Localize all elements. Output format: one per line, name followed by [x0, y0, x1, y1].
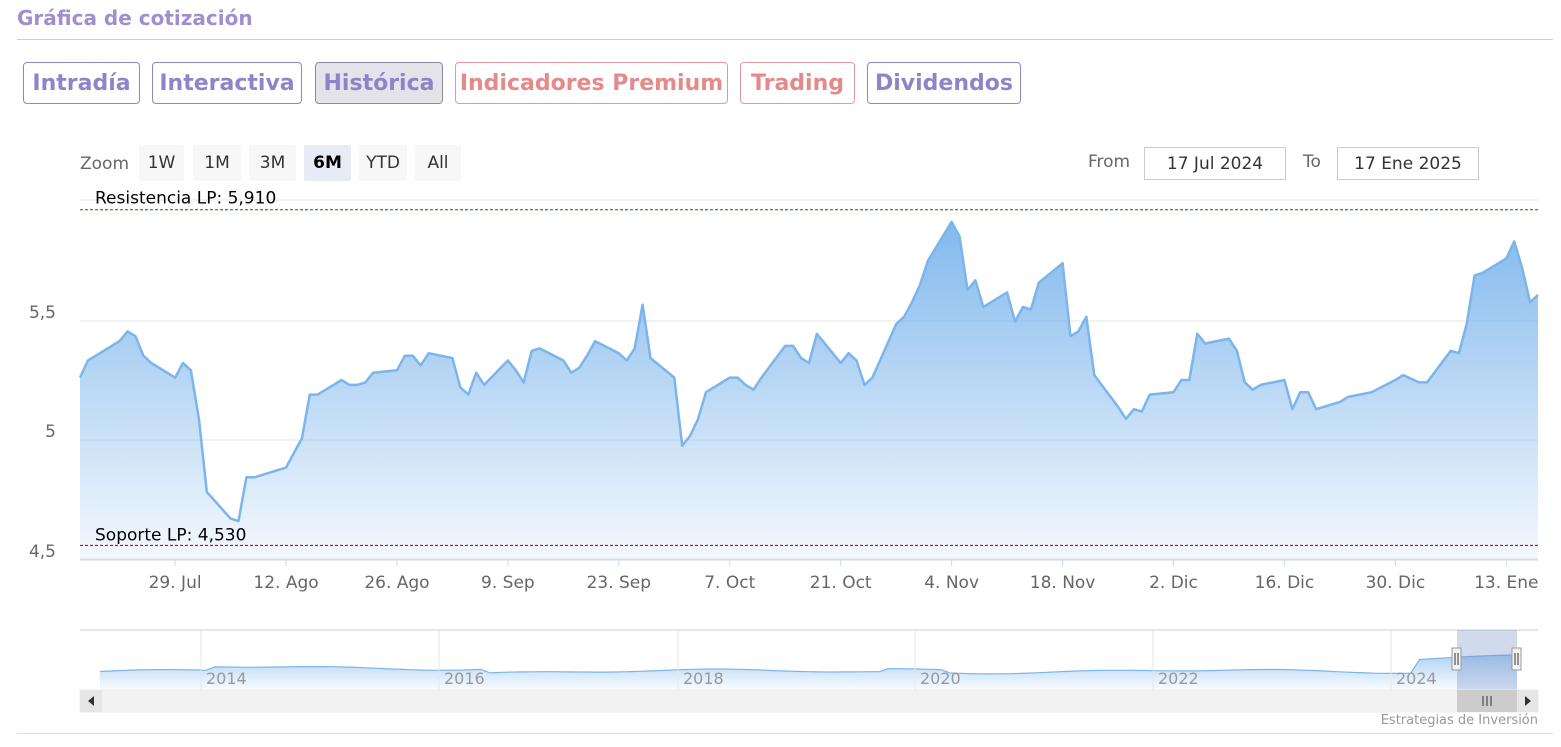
y-tick-label: 5	[45, 422, 56, 442]
price-area	[80, 221, 1538, 560]
x-tick-label: 30. Dic	[1366, 573, 1426, 593]
navigator-series-line	[99, 654, 1518, 675]
x-tick-label: 12. Ago	[253, 573, 318, 593]
chevron-right-icon	[1525, 696, 1531, 706]
x-tick-label: 2. Dic	[1149, 573, 1198, 593]
navigator-year-label: 2018	[683, 669, 724, 688]
navigator-year-label: 2022	[1158, 669, 1199, 688]
scrollbar[interactable]	[79, 689, 1539, 713]
zoom-1m-button[interactable]: 1M	[193, 145, 241, 181]
page-title: Gráfica de cotización	[17, 6, 253, 30]
support-label: Soporte LP: 4,530	[95, 525, 246, 545]
zoom-all-button[interactable]: All	[415, 145, 461, 181]
navigator-year-label: 2024	[1396, 669, 1437, 688]
tab-indicadores-premium[interactable]: Indicadores Premium	[455, 62, 728, 104]
x-tick-label: 26. Ago	[364, 573, 429, 593]
x-tick-label: 4. Nov	[924, 573, 979, 593]
tab-trading[interactable]: Trading	[740, 62, 855, 104]
bottom-divider	[17, 733, 1553, 734]
navigator-year-ticks: 2014 2016 2018 2020 2022 2024	[200, 630, 1437, 690]
chart-credit[interactable]: Estrategias de Inversión	[1380, 713, 1538, 728]
x-tick-label: 16. Dic	[1255, 573, 1315, 593]
zoom-6m-button[interactable]: 6M	[304, 145, 351, 181]
x-tick-label: 13. Ene	[1474, 573, 1538, 593]
from-date-input[interactable]: 17 Jul 2024	[1144, 147, 1286, 180]
tab-dividendos[interactable]: Dividendos	[867, 62, 1021, 104]
y-tick-label: 5,5	[29, 303, 56, 323]
x-tick-label: 21. Oct	[810, 573, 872, 593]
navigator-year-label: 2014	[206, 669, 247, 688]
x-tick-label: 18. Nov	[1030, 573, 1096, 593]
navigator-selected-window[interactable]	[1457, 630, 1517, 690]
to-label: To	[1303, 152, 1321, 172]
y-tick-label: 4,5	[29, 542, 56, 562]
navigator-series-area	[100, 654, 1517, 690]
from-label: From	[1088, 152, 1131, 172]
x-axis-ticks: 29. Jul 12. Ago 26. Ago 9. Sep 23. Sep 7. Oct…	[149, 560, 1539, 593]
navigator[interactable]: 2014 2016 2018 2020 2022 2024	[80, 629, 1538, 690]
navigator-year-label: 2016	[444, 669, 485, 688]
tab-intradia[interactable]: Intradía	[23, 62, 140, 104]
scrollbar-track[interactable]	[79, 689, 1539, 713]
price-line[interactable]	[78, 220, 1539, 523]
resistance-label: Resistencia LP: 5,910	[95, 189, 276, 209]
zoom-ytd-button[interactable]: YTD	[359, 145, 407, 181]
chevron-left-icon	[88, 696, 94, 706]
x-tick-label: 7. Oct	[704, 573, 755, 593]
navigator-left-handle[interactable]	[1451, 647, 1462, 671]
zoom-3m-button[interactable]: 3M	[249, 145, 296, 181]
navigator-right-handle[interactable]	[1511, 647, 1522, 671]
title-divider	[17, 39, 1553, 40]
x-tick-label: 23. Sep	[587, 573, 651, 593]
tab-interactiva[interactable]: Interactiva	[152, 62, 302, 104]
to-date-input[interactable]: 17 Ene 2025	[1337, 147, 1479, 180]
tab-historica[interactable]: Histórica	[315, 62, 443, 104]
navigator-year-label: 2020	[920, 669, 961, 688]
x-tick-label: 9. Sep	[481, 573, 535, 593]
zoom-1w-button[interactable]: 1W	[139, 145, 184, 181]
x-tick-label: 29. Jul	[149, 573, 202, 593]
zoom-label: Zoom	[80, 154, 130, 174]
